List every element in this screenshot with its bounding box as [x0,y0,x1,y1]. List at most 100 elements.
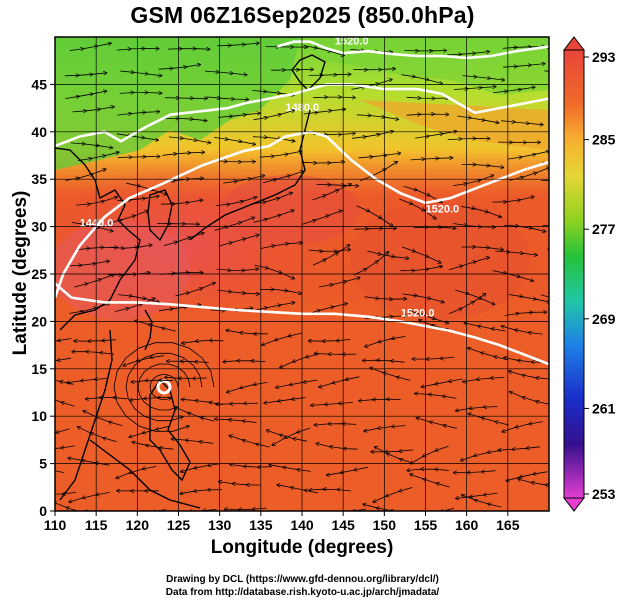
streamline [252,137,295,142]
y-tick-label: 30 [31,219,47,235]
streamline [269,465,311,472]
streamline [55,392,75,407]
streamline [254,264,295,279]
streamline [365,336,406,346]
streamline [314,424,357,425]
streamline [253,210,294,223]
streamline [215,419,257,423]
streamline [311,402,353,405]
streamline [415,131,456,138]
streamline [504,357,546,362]
streamline [216,269,259,271]
y-tick-label: 35 [31,171,47,187]
streamline [313,97,355,98]
wind-streamlines [55,43,549,514]
streamline [206,97,249,100]
streamline [217,290,260,294]
streamline [158,65,201,70]
streamline [406,97,449,98]
streamline [271,69,313,70]
contour-label: 1520.0 [335,36,369,48]
streamline [116,49,159,51]
streamline [411,445,449,464]
streamline [117,196,159,201]
streamline [314,353,357,354]
colorbar-tick-label: 277 [592,221,616,237]
streamline [402,294,444,302]
streamline-swirl [149,374,179,400]
streamline [318,278,360,288]
lat-lon-grid [55,37,549,511]
streamline [452,175,494,185]
streamline [356,115,399,120]
streamline [413,227,456,228]
streamline [116,466,157,478]
streamline [259,289,302,293]
x-tick-label: 125 [167,517,191,533]
streamline [306,304,348,315]
streamline [399,198,436,219]
y-tick-label: 0 [39,503,47,519]
streamline [117,112,160,116]
streamline [461,449,502,460]
colorbar-tick-label: 285 [592,132,616,148]
x-tick-label: 140 [290,517,314,533]
streamline [204,71,247,75]
contour-label: 1440.0 [80,218,114,230]
streamline [375,447,414,464]
streamline [410,474,451,488]
streamline [351,131,393,138]
streamline [217,43,259,46]
streamline [454,471,496,473]
streamline [251,193,292,204]
streamline [83,411,123,427]
streamline [358,153,401,158]
streamline [468,348,508,361]
streamline [67,261,110,266]
streamline [64,73,107,76]
streamline [84,511,126,514]
streamline [73,275,114,288]
streamline [213,137,255,144]
streamline [447,52,489,55]
streamline [218,113,260,117]
streamline [267,430,308,442]
data-credit: Data from http://database.rish.kyoto-u.a… [165,587,440,598]
streamline [302,162,345,163]
streamline [540,294,549,298]
streamline-swirl [137,363,191,411]
streamline [457,116,499,123]
streamline [167,49,210,50]
streamline [509,371,549,379]
streamline [123,356,165,366]
streamline [108,211,148,224]
streamline [175,283,215,297]
y-tick-label: 45 [31,76,47,92]
streamline [262,332,302,345]
streamline [68,458,110,466]
axis-ticks: 110 115 120 125 130 135 140 145 150 155 160 165 0 5 10… [31,76,519,533]
streamline [309,489,352,491]
streamline [119,93,162,94]
streamline [353,252,389,276]
streamline [302,211,342,225]
streamline [461,165,504,168]
map-plot-area: 1480.0 1520.0 1440.0 1520.0 1520.0 [55,36,549,514]
streamline [167,361,209,362]
streamline [223,361,266,362]
streamline [213,161,255,162]
streamline [495,251,537,255]
streamline [280,353,320,368]
streamline [130,397,172,400]
streamline [415,394,457,399]
streamline [175,407,215,422]
streamline [276,379,318,388]
streamline-swirl [125,352,203,422]
streamline [403,185,443,202]
streamline [86,398,128,400]
contour-label: 1480.0 [286,102,320,114]
streamline [230,464,272,467]
streamline [359,399,401,401]
streamline [78,427,117,443]
streamline [303,109,346,114]
